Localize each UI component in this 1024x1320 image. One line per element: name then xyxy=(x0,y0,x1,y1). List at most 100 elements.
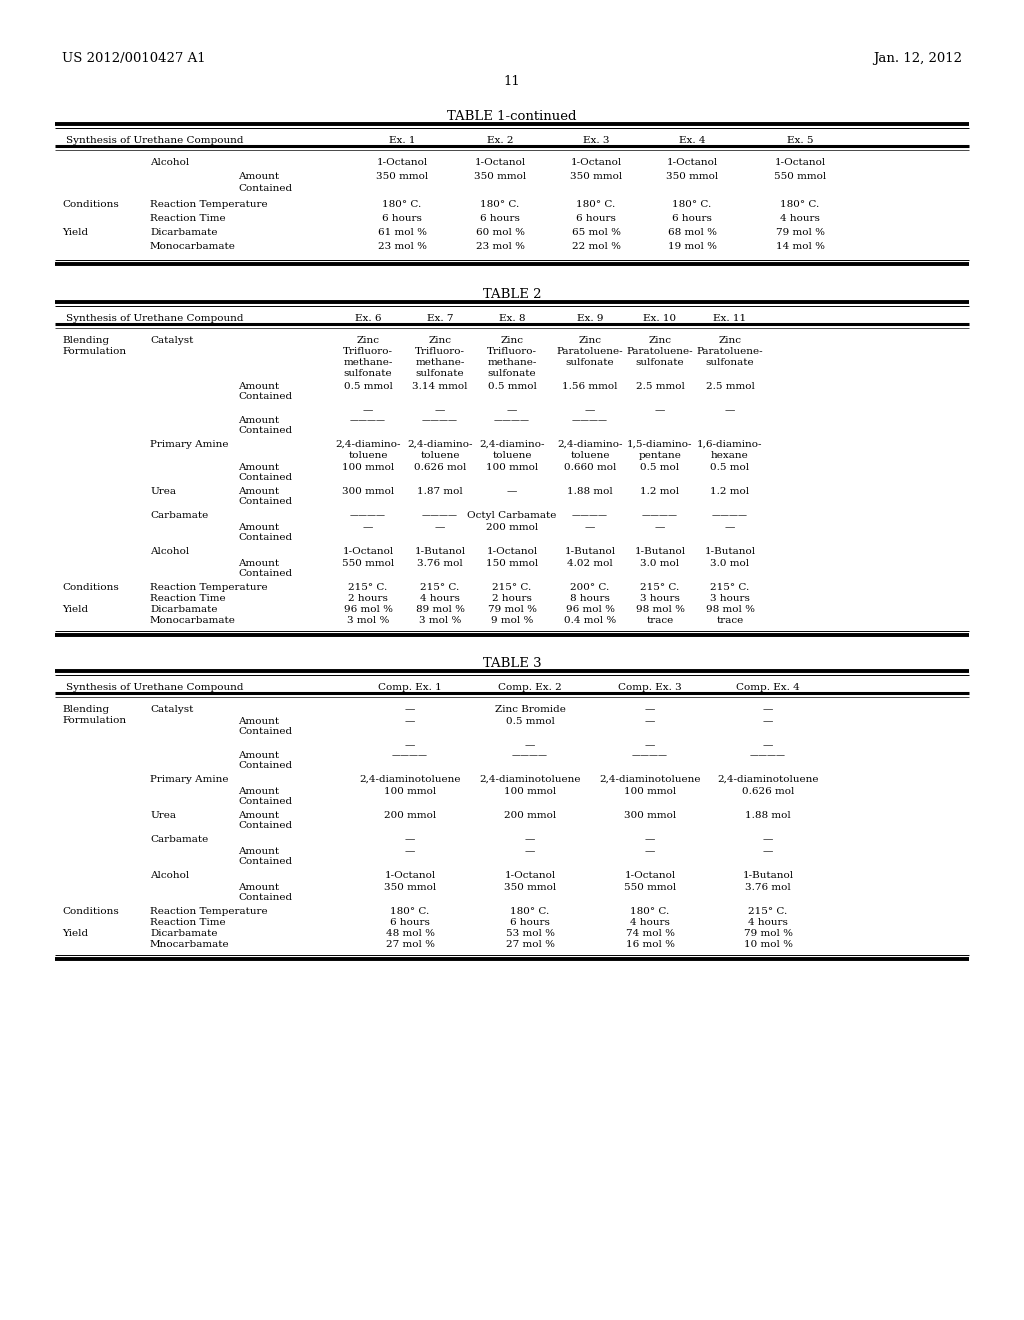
Text: Reaction Time: Reaction Time xyxy=(150,594,225,603)
Text: ————: ———— xyxy=(350,511,386,520)
Text: 0.5 mmol: 0.5 mmol xyxy=(506,717,554,726)
Text: 4 hours: 4 hours xyxy=(630,917,670,927)
Text: 2,4-diaminotoluene: 2,4-diaminotoluene xyxy=(479,775,581,784)
Text: 1-Octanol: 1-Octanol xyxy=(774,158,825,168)
Text: Zinc: Zinc xyxy=(579,337,601,345)
Text: 215° C.: 215° C. xyxy=(711,583,750,591)
Text: 180° C.: 180° C. xyxy=(390,907,430,916)
Text: —: — xyxy=(507,407,517,414)
Text: 23 mol %: 23 mol % xyxy=(378,242,427,251)
Text: —: — xyxy=(725,523,735,532)
Text: 300 mmol: 300 mmol xyxy=(342,487,394,496)
Text: —: — xyxy=(645,717,655,726)
Text: 1-Octanol: 1-Octanol xyxy=(667,158,718,168)
Text: 27 mol %: 27 mol % xyxy=(385,940,434,949)
Text: —: — xyxy=(435,407,445,414)
Text: Formulation: Formulation xyxy=(62,715,126,725)
Text: Amount: Amount xyxy=(238,787,280,796)
Text: Zinc: Zinc xyxy=(428,337,452,345)
Text: 1-Octanol: 1-Octanol xyxy=(570,158,622,168)
Text: Ex. 4: Ex. 4 xyxy=(679,136,706,145)
Text: Dicarbamate: Dicarbamate xyxy=(150,228,217,238)
Text: Contained: Contained xyxy=(238,392,292,401)
Text: 1.88 mol: 1.88 mol xyxy=(745,810,791,820)
Text: 2,4-diaminotoluene: 2,4-diaminotoluene xyxy=(599,775,700,784)
Text: 65 mol %: 65 mol % xyxy=(571,228,621,238)
Text: toluene: toluene xyxy=(348,451,388,459)
Text: 180° C.: 180° C. xyxy=(510,907,550,916)
Text: 6 hours: 6 hours xyxy=(672,214,712,223)
Text: 6 hours: 6 hours xyxy=(577,214,616,223)
Text: 3.0 mol: 3.0 mol xyxy=(640,558,680,568)
Text: Contained: Contained xyxy=(238,762,292,770)
Text: 1-Butanol: 1-Butanol xyxy=(415,546,466,556)
Text: Urea: Urea xyxy=(150,810,176,820)
Text: Synthesis of Urethane Compound: Synthesis of Urethane Compound xyxy=(66,136,244,145)
Text: Contained: Contained xyxy=(238,727,292,737)
Text: Synthesis of Urethane Compound: Synthesis of Urethane Compound xyxy=(66,314,244,323)
Text: —: — xyxy=(645,847,655,855)
Text: 180° C.: 180° C. xyxy=(382,201,422,209)
Text: 180° C.: 180° C. xyxy=(780,201,819,209)
Text: Monocarbamate: Monocarbamate xyxy=(150,616,236,624)
Text: 0.4 mol %: 0.4 mol % xyxy=(564,616,616,624)
Text: ————: ———— xyxy=(494,416,530,425)
Text: Ex. 5: Ex. 5 xyxy=(786,136,813,145)
Text: sulfonate: sulfonate xyxy=(636,358,684,367)
Text: 350 mmol: 350 mmol xyxy=(376,172,428,181)
Text: 100 mmol: 100 mmol xyxy=(384,787,436,796)
Text: 2,4-diamino-: 2,4-diamino- xyxy=(557,440,623,449)
Text: —: — xyxy=(525,836,536,843)
Text: Reaction Temperature: Reaction Temperature xyxy=(150,907,267,916)
Text: —: — xyxy=(404,705,415,714)
Text: 3.76 mol: 3.76 mol xyxy=(417,558,463,568)
Text: 1,6-diamino-: 1,6-diamino- xyxy=(697,440,763,449)
Text: Paratoluene-: Paratoluene- xyxy=(627,347,693,356)
Text: —: — xyxy=(404,847,415,855)
Text: 0.5 mmol: 0.5 mmol xyxy=(344,381,392,391)
Text: Zinc Bromide: Zinc Bromide xyxy=(495,705,565,714)
Text: Alcohol: Alcohol xyxy=(150,871,189,880)
Text: 79 mol %: 79 mol % xyxy=(487,605,537,614)
Text: Yield: Yield xyxy=(62,228,88,238)
Text: 74 mol %: 74 mol % xyxy=(626,929,675,939)
Text: 48 mol %: 48 mol % xyxy=(385,929,434,939)
Text: 2 hours: 2 hours xyxy=(493,594,531,603)
Text: 180° C.: 180° C. xyxy=(577,201,615,209)
Text: ————: ———— xyxy=(350,416,386,425)
Text: Trifluoro-: Trifluoro- xyxy=(415,347,465,356)
Text: Dicarbamate: Dicarbamate xyxy=(150,929,217,939)
Text: —: — xyxy=(654,523,666,532)
Text: toluene: toluene xyxy=(493,451,531,459)
Text: 27 mol %: 27 mol % xyxy=(506,940,555,949)
Text: —: — xyxy=(435,523,445,532)
Text: Ex. 8: Ex. 8 xyxy=(499,314,525,323)
Text: sulfonate: sulfonate xyxy=(344,370,392,378)
Text: Amount: Amount xyxy=(238,487,280,496)
Text: sulfonate: sulfonate xyxy=(565,358,614,367)
Text: 1-Butanol: 1-Butanol xyxy=(564,546,615,556)
Text: Alcohol: Alcohol xyxy=(150,546,189,556)
Text: 0.5 mol: 0.5 mol xyxy=(640,463,680,473)
Text: Yield: Yield xyxy=(62,929,88,939)
Text: Ex. 3: Ex. 3 xyxy=(583,136,609,145)
Text: 2,4-diaminotoluene: 2,4-diaminotoluene xyxy=(359,775,461,784)
Text: Reaction Temperature: Reaction Temperature xyxy=(150,201,267,209)
Text: 215° C.: 215° C. xyxy=(640,583,680,591)
Text: 22 mol %: 22 mol % xyxy=(571,242,621,251)
Text: pentane: pentane xyxy=(639,451,681,459)
Text: 89 mol %: 89 mol % xyxy=(416,605,465,614)
Text: 215° C.: 215° C. xyxy=(749,907,787,916)
Text: 100 mmol: 100 mmol xyxy=(485,463,539,473)
Text: US 2012/0010427 A1: US 2012/0010427 A1 xyxy=(62,51,206,65)
Text: Comp. Ex. 2: Comp. Ex. 2 xyxy=(498,682,562,692)
Text: 200° C.: 200° C. xyxy=(570,583,609,591)
Text: 53 mol %: 53 mol % xyxy=(506,929,555,939)
Text: —: — xyxy=(645,705,655,714)
Text: Primary Amine: Primary Amine xyxy=(150,775,228,784)
Text: Comp. Ex. 1: Comp. Ex. 1 xyxy=(378,682,442,692)
Text: 180° C.: 180° C. xyxy=(480,201,519,209)
Text: 8 hours: 8 hours xyxy=(570,594,610,603)
Text: 19 mol %: 19 mol % xyxy=(668,242,717,251)
Text: Paratoluene-: Paratoluene- xyxy=(557,347,624,356)
